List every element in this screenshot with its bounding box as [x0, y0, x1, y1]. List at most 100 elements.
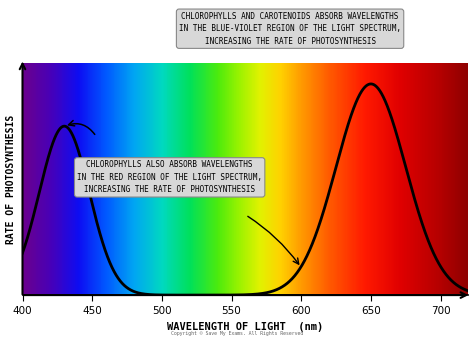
Bar	[463, 63, 464, 295]
Bar	[23, 63, 24, 295]
Bar	[453, 63, 454, 295]
Bar	[63, 63, 64, 295]
Bar	[323, 63, 324, 295]
Bar	[365, 63, 366, 295]
Bar	[163, 63, 164, 295]
Bar	[75, 63, 76, 295]
Bar	[55, 63, 56, 295]
Bar	[460, 63, 461, 295]
Bar	[285, 63, 286, 295]
Bar	[160, 63, 161, 295]
Bar	[235, 63, 236, 295]
Bar	[326, 63, 327, 295]
Bar	[211, 63, 212, 295]
Bar	[238, 63, 239, 295]
Bar	[324, 63, 325, 295]
Bar	[54, 63, 55, 295]
Bar	[243, 63, 244, 295]
Bar	[452, 63, 453, 295]
Bar	[419, 63, 421, 295]
Bar	[409, 63, 410, 295]
Bar	[111, 63, 112, 295]
Bar	[404, 63, 406, 295]
Bar	[334, 63, 335, 295]
Bar	[53, 63, 54, 295]
Bar	[268, 63, 269, 295]
Bar	[364, 63, 365, 295]
Bar	[26, 63, 27, 295]
Bar	[176, 63, 177, 295]
Bar	[148, 63, 149, 295]
Bar	[31, 63, 32, 295]
Bar	[333, 63, 334, 295]
Bar	[400, 63, 401, 295]
Bar	[242, 63, 243, 295]
Bar	[123, 63, 124, 295]
Bar	[204, 63, 205, 295]
Bar	[132, 63, 133, 295]
Bar	[106, 63, 107, 295]
Bar	[199, 63, 200, 295]
Bar	[93, 63, 94, 295]
Bar	[393, 63, 394, 295]
Bar	[239, 63, 240, 295]
Bar	[439, 63, 440, 295]
Bar	[220, 63, 221, 295]
Bar	[165, 63, 166, 295]
Bar	[270, 63, 271, 295]
Bar	[74, 63, 75, 295]
Bar	[307, 63, 308, 295]
Bar	[56, 63, 57, 295]
Bar	[355, 63, 356, 295]
Bar	[269, 63, 270, 295]
Bar	[107, 63, 108, 295]
Bar	[322, 63, 323, 295]
Bar	[350, 63, 351, 295]
Bar	[146, 63, 147, 295]
Bar	[119, 63, 120, 295]
Bar	[411, 63, 413, 295]
Bar	[207, 63, 208, 295]
Bar	[302, 63, 303, 295]
Bar	[382, 63, 383, 295]
Bar	[328, 63, 329, 295]
Bar	[440, 63, 441, 295]
Bar	[441, 63, 442, 295]
Bar	[175, 63, 176, 295]
Bar	[255, 63, 256, 295]
Bar	[339, 63, 341, 295]
Text: CHLOROPHYLLS ALSO ABSORB WAVELENGTHS
IN THE RED REGION OF THE LIGHT SPECTRUM,
IN: CHLOROPHYLLS ALSO ABSORB WAVELENGTHS IN …	[77, 160, 262, 194]
Bar	[32, 63, 33, 295]
Bar	[91, 63, 92, 295]
Bar	[179, 63, 180, 295]
Bar	[72, 63, 73, 295]
X-axis label: WAVELENGTH OF LIGHT  (nm): WAVELENGTH OF LIGHT (nm)	[167, 322, 324, 333]
Bar	[249, 63, 250, 295]
Bar	[226, 63, 227, 295]
Bar	[398, 63, 399, 295]
Bar	[153, 63, 154, 295]
Bar	[166, 63, 167, 295]
Bar	[67, 63, 68, 295]
Bar	[173, 63, 174, 295]
Bar	[128, 63, 129, 295]
Bar	[182, 63, 183, 295]
Bar	[89, 63, 90, 295]
Bar	[454, 63, 455, 295]
Bar	[316, 63, 317, 295]
Bar	[375, 63, 377, 295]
Bar	[358, 63, 359, 295]
Bar	[159, 63, 160, 295]
Bar	[44, 63, 45, 295]
Bar	[202, 63, 203, 295]
Bar	[194, 63, 195, 295]
Bar	[372, 63, 373, 295]
Bar	[85, 63, 86, 295]
Bar	[185, 63, 186, 295]
Bar	[318, 63, 319, 295]
Bar	[442, 63, 443, 295]
Bar	[244, 63, 245, 295]
Bar	[59, 63, 60, 295]
Bar	[246, 63, 247, 295]
Bar	[151, 63, 152, 295]
